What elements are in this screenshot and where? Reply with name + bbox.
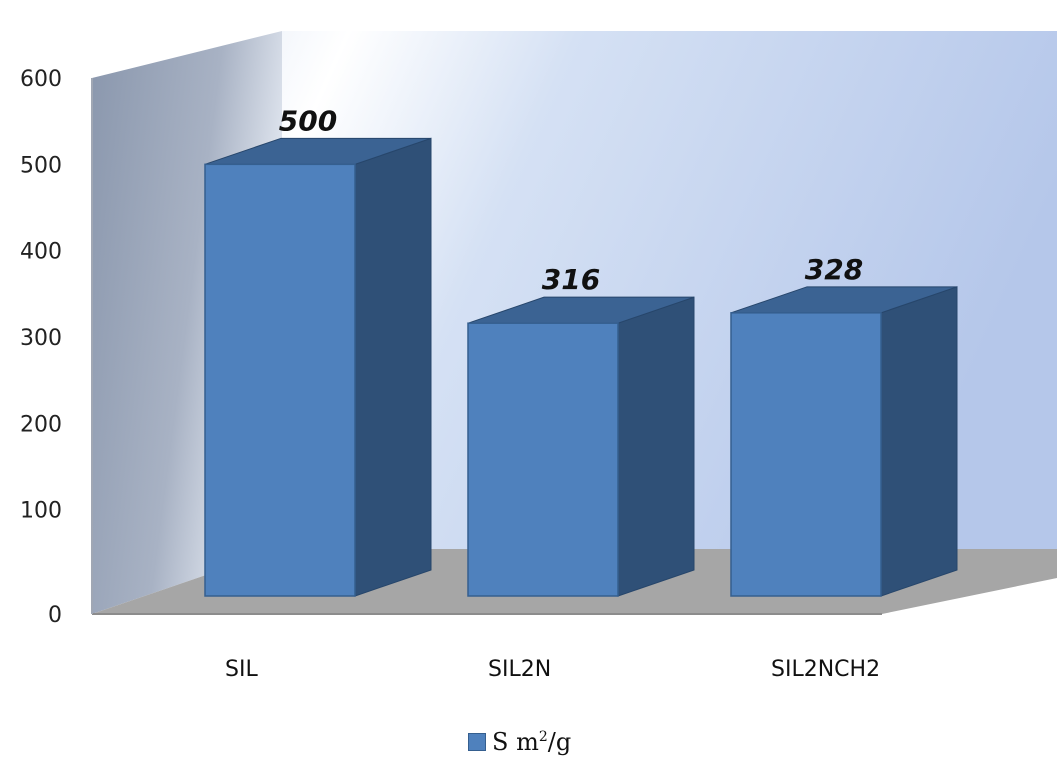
bar [204,137,432,597]
legend-label: S m2/g [492,728,572,756]
bar [730,286,958,597]
y-tick-label: 100 [20,499,62,524]
data-labels-group: 500 316 328 [279,104,863,296]
y-tick-label: 200 [20,412,62,437]
x-tick-label: SIL2NCH2 [771,657,880,682]
data-label: 316 [542,263,600,296]
x-axis: SIL SIL2N SIL2NCH2 [225,657,880,682]
bar-side-face [354,137,432,597]
bar-front-face [204,163,356,597]
y-tick-label: 400 [20,240,62,265]
y-tick-label: 0 [48,603,62,628]
bar-side-face [880,286,958,597]
y-axis: 0 100 200 300 400 500 600 [20,67,62,628]
y-tick-label: 300 [20,326,62,351]
bar-front-face [730,312,882,597]
bar-side-face [617,296,695,597]
bar-front-face [467,322,619,597]
x-tick-label: SIL2N [488,657,551,682]
x-tick-label: SIL [225,657,258,682]
data-label: 328 [805,253,863,286]
bars-group [204,137,958,597]
legend-swatch [468,733,486,751]
y-tick-label: 500 [20,153,62,178]
y-tick-label: 600 [20,67,62,92]
data-label: 500 [279,104,337,137]
legend: S m2/g [468,727,571,757]
bar [467,296,695,597]
